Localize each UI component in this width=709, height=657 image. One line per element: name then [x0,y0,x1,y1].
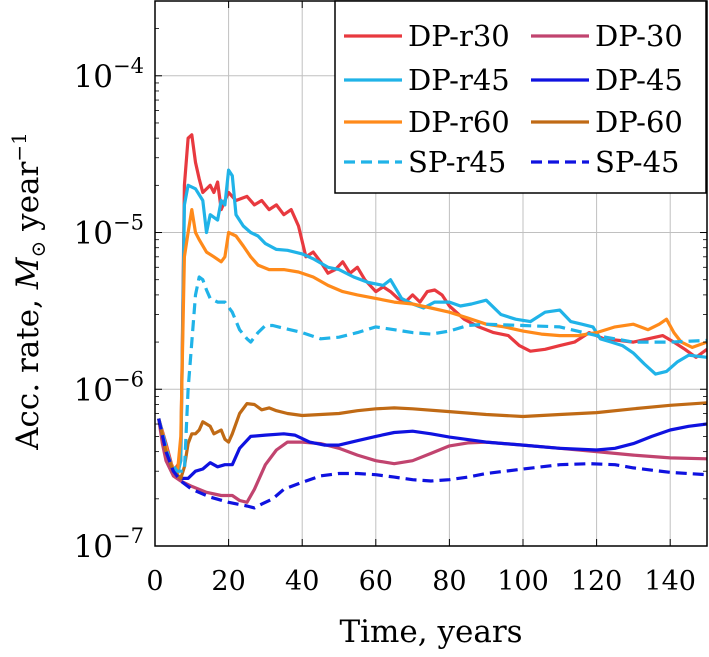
x-tick-label: 60 [359,566,393,597]
y-tick-base: 10 [74,216,113,252]
x-tick-label: 80 [432,566,466,597]
series-line-sp-r45 [157,275,707,473]
series-layer [157,133,707,510]
y-axis-label-text: Acc. rate, [10,289,46,451]
legend-item-dp-r30: DP-r30 [344,19,510,53]
legend-item-dp-r60: DP-r60 [344,105,510,139]
legend-label: DP-60 [595,105,683,139]
legend-item-dp-30: DP-30 [531,19,683,53]
legend-label: DP-30 [595,19,683,53]
y-axis-label-superscript: −1 [7,132,31,161]
legend-label: DP-r60 [408,105,510,139]
x-tick-label: 0 [146,566,163,597]
legend: DP-r30 DP-30 DP-r45 DP-45 DP-r60 DP-60 SP-r45 S… [334,0,707,194]
y-tick-label: 10−6 [74,367,144,408]
series-line-dp-45 [157,418,707,480]
y-axis-label-subscript: ⊙ [26,241,50,258]
x-tick-label: 140 [644,566,696,597]
y-tick-exponent: −7 [113,524,144,548]
legend-item-sp-r45: SP-r45 [344,145,506,179]
legend-label: DP-r30 [408,19,510,53]
legend-label: SP-r45 [408,145,506,179]
series-line-dp-60 [157,401,707,480]
x-tick-label: 100 [497,566,549,597]
legend-label: DP-r45 [408,63,510,97]
series-line-dp-r30 [157,133,707,473]
y-tick-exponent: −5 [113,211,144,235]
legend-item-dp-60: DP-60 [531,105,683,139]
y-tick-base: 10 [74,372,113,408]
y-tick-exponent: −6 [113,367,144,391]
y-axis-label-unit: year [10,161,46,240]
x-axis-label: Time, years [339,614,522,650]
y-tick-label: 10−5 [74,211,144,252]
y-tick-exponent: −4 [113,54,144,78]
legend-item-dp-r45: DP-r45 [344,63,510,97]
y-tick-base: 10 [74,59,113,95]
y-tick-base: 10 [74,529,113,565]
x-tick-labels: 0 20 40 60 80 100 120 140 [146,566,696,597]
series-line-dp-r60 [157,208,707,478]
series-line-dp-r45 [157,168,707,478]
legend-item-sp-45: SP-45 [531,145,680,179]
y-axis-label: Acc. rate, M⊙ year−1 [7,132,50,451]
x-tick-label: 120 [571,566,623,597]
legend-label: SP-45 [595,145,680,179]
x-tick-label: 40 [285,566,319,597]
y-tick-label: 10−4 [74,54,144,95]
legend-label: DP-45 [595,63,683,97]
y-tick-label: 10−7 [74,524,144,565]
y-axis-label-symbol: M [10,256,46,290]
series-line-sp-45 [157,418,707,510]
y-tick-labels: 10−710−610−510−4 [74,54,144,565]
legend-item-dp-45: DP-45 [531,63,683,97]
x-tick-label: 20 [211,566,245,597]
